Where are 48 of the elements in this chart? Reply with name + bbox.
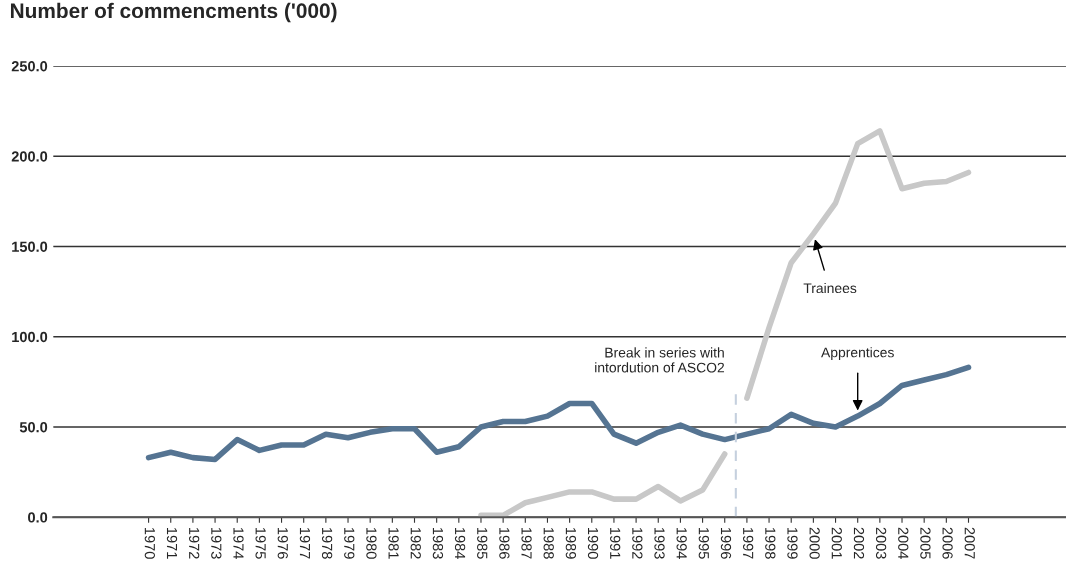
annotation: Apprentices <box>821 347 894 361</box>
x-tick-label: 1980 <box>366 528 377 559</box>
x-tick-label: 1975 <box>255 528 266 559</box>
x-tick-label: 2000 <box>809 527 820 559</box>
x-tick-label: 1988 <box>543 528 554 559</box>
y-tick-label: 0.0 <box>28 512 48 523</box>
x-tick-label: 1992 <box>632 528 643 559</box>
x-tick-label: 1983 <box>432 528 444 559</box>
x-tick-label: 2002 <box>853 527 865 559</box>
x-tick-label: 1998 <box>765 528 776 559</box>
x-tick-label: 1999 <box>787 528 798 559</box>
x-tick-label: 1990 <box>587 528 599 559</box>
y-tick-label: 150.0 <box>12 241 48 252</box>
annotation: Trainees <box>803 282 857 294</box>
x-tick-label: 1982 <box>410 528 421 559</box>
x-tick-label: 1987 <box>521 528 532 559</box>
x-tick-label: 1989 <box>565 528 577 559</box>
x-tick-label: 1978 <box>321 528 333 559</box>
x-tick-label: 1993 <box>654 528 665 559</box>
x-tick-label: 2005 <box>920 527 931 559</box>
y-tick-label: 100.0 <box>12 331 48 343</box>
x-tick-label: 1979 <box>344 528 355 559</box>
y-tick-label: 50.0 <box>19 422 48 433</box>
x-tick-label: 2001 <box>831 527 842 559</box>
x-tick-label: 1973 <box>211 528 222 559</box>
x-tick-label: 2003 <box>875 527 887 559</box>
x-tick-label: 1986 <box>499 528 510 559</box>
x-tick-label: 2007 <box>964 527 975 559</box>
x-tick-label: 2004 <box>898 527 909 559</box>
x-tick-label: 1981 <box>388 528 399 559</box>
y-tick-label: 200.0 <box>11 151 48 162</box>
x-tick-label: 2006 <box>942 527 953 559</box>
x-tick-label: 1994 <box>676 528 687 559</box>
x-tick-label: 1984 <box>454 528 466 559</box>
x-tick-label: 1971 <box>166 528 178 559</box>
x-tick-label: 1991 <box>610 528 621 559</box>
x-tick-label: 1996 <box>720 528 732 559</box>
chart-title: Number of commencments ('000) <box>10 2 337 23</box>
x-tick-label: 1972 <box>188 528 200 559</box>
x-tick-label: 1985 <box>477 528 488 559</box>
y-tick-label: 250.0 <box>11 61 48 72</box>
ref-line-label: Break in series with intordution of ASCO2 <box>595 347 725 373</box>
x-tick-label: 1970 <box>144 528 155 559</box>
x-tick-label: 1974 <box>233 528 244 559</box>
x-tick-label: 1997 <box>742 528 754 559</box>
x-tick-label: 1976 <box>277 528 288 559</box>
x-tick-label: 1995 <box>698 528 709 559</box>
x-tick-label: 1977 <box>299 528 311 559</box>
